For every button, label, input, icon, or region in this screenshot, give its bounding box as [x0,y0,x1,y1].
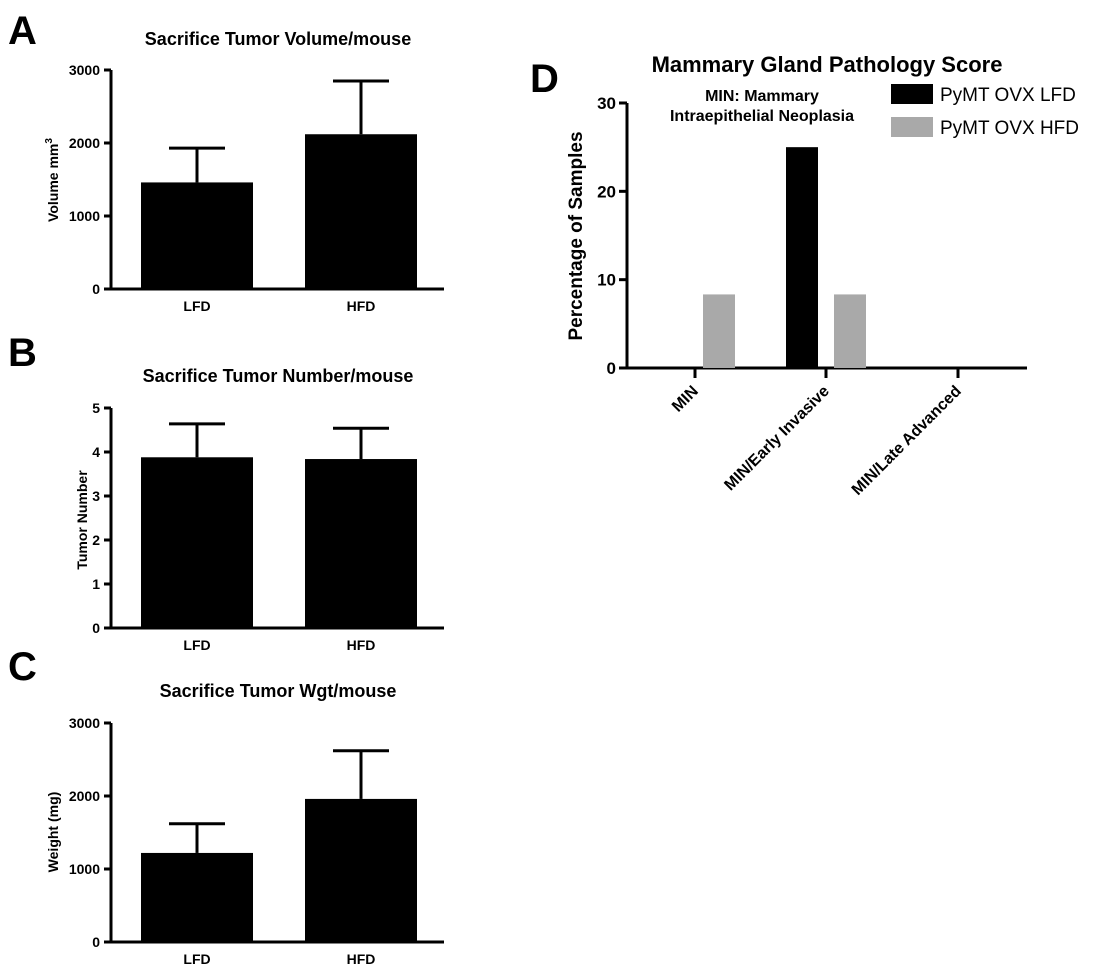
chart-d-bar-hfd [703,294,735,368]
chart-panel-c: Sacrifice Tumor Wgt/mouse Weight (mg) 0 1… [45,681,444,967]
panel-letter-b: B [8,331,37,375]
legend-label-lfd: PyMT OVX LFD [940,85,1076,106]
chart-b-y-tick-label: 0 [92,620,100,636]
chart-c-title: Sacrifice Tumor Wgt/mouse [160,681,397,701]
chart-c-y-label: Weight (mg) [45,792,61,873]
panel-letter-d: D [530,57,559,101]
chart-d-title: Mammary Gland Pathology Score [652,52,1003,77]
chart-a-y-tick-label: 0 [92,281,100,297]
chart-a-marks [141,79,417,289]
chart-a-y-tick-label: 3000 [69,62,100,78]
chart-b-bar-hfd [305,459,417,628]
chart-d-x-tick-label: MIN/Late Advanced [849,383,965,499]
chart-d-annotation-line-1: MIN: Mammary [705,88,819,105]
chart-d-y-label: Percentage of Samples [566,131,587,340]
chart-c-y-tick-label: 2000 [69,788,100,804]
chart-c-x-tick-label-lfd: LFD [183,951,210,967]
chart-c-y-tick-label: 0 [92,934,100,950]
chart-panel-b: Sacrifice Tumor Number/mouse Tumor Numbe… [74,366,444,653]
chart-b-y-tick-label: 1 [92,576,100,592]
chart-a-y-label: Volume mm3 [44,138,61,222]
panel-letter-c: C [8,645,37,689]
chart-a-y-tick-label: 2000 [69,135,100,151]
chart-d-y-tick-label: 10 [597,271,616,290]
chart-d-y-tick-label: 30 [597,94,616,113]
chart-c-y-tick-label: 3000 [69,715,100,731]
chart-c-bar-lfd [141,852,253,942]
chart-d-y-tick-label: 20 [597,182,616,201]
chart-d-x-tick-label: MIN [669,383,702,416]
chart-b-y-tick-label: 5 [92,400,100,416]
legend-label-hfd: PyMT OVX HFD [940,118,1079,139]
chart-a-bar-hfd [305,134,417,289]
chart-panel-d: Mammary Gland Pathology Score Percentage… [566,52,1079,499]
chart-d-x-tick-label: MIN/Early Invasive [721,383,832,494]
legend-swatch-lfd [891,84,933,104]
chart-a-y-label-main: Volume mm [45,144,61,222]
chart-a-bar-lfd [141,182,253,289]
chart-panel-a: Sacrifice Tumor Volume/mouse Volume mm3 … [44,29,444,314]
chart-b-bar-lfd [141,457,253,628]
chart-d-y-tick-label: 0 [607,359,616,378]
chart-d-bar-lfd [786,147,818,368]
chart-b-marks [141,422,417,628]
chart-d-annotation-line-2: Intraepithelial Neoplasia [670,108,854,125]
chart-d-marks [703,147,866,368]
chart-d-legend: PyMT OVX LFD PyMT OVX HFD [891,84,1079,139]
panel-letter-a: A [8,9,37,53]
chart-a-x-tick-label-hfd: HFD [347,298,376,314]
chart-d-bar-hfd [834,294,866,368]
chart-b-y-tick-label: 4 [92,444,100,460]
chart-c-y-tick-label: 1000 [69,861,100,877]
chart-b-x-tick-label-hfd: HFD [347,637,376,653]
chart-a-y-tick-label: 1000 [69,208,100,224]
chart-c-marks [141,749,417,942]
chart-b-y-label: Tumor Number [74,470,90,570]
chart-b-y-tick-label: 3 [92,488,100,504]
chart-b-x-tick-label-lfd: LFD [183,637,210,653]
chart-c-bar-hfd [305,798,417,942]
chart-c-x-tick-label-hfd: HFD [347,951,376,967]
chart-b-title: Sacrifice Tumor Number/mouse [143,366,414,386]
chart-a-x-tick-label-lfd: LFD [183,298,210,314]
legend-swatch-hfd [891,117,933,137]
chart-a-y-label-sup: 3 [44,138,55,144]
chart-b-y-tick-label: 2 [92,532,100,548]
chart-a-title: Sacrifice Tumor Volume/mouse [145,29,411,49]
